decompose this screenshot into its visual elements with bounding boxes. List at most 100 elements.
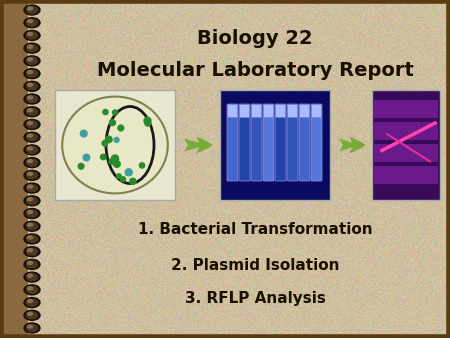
FancyBboxPatch shape	[374, 100, 438, 118]
Ellipse shape	[27, 223, 37, 230]
Circle shape	[130, 178, 136, 185]
Ellipse shape	[27, 211, 32, 214]
Ellipse shape	[24, 247, 40, 257]
FancyBboxPatch shape	[227, 104, 238, 181]
Circle shape	[100, 154, 106, 160]
Ellipse shape	[27, 96, 32, 99]
Ellipse shape	[24, 323, 40, 333]
FancyBboxPatch shape	[287, 104, 298, 181]
Ellipse shape	[27, 20, 32, 23]
Ellipse shape	[27, 248, 37, 255]
Circle shape	[109, 159, 115, 165]
Ellipse shape	[27, 134, 32, 137]
FancyBboxPatch shape	[55, 90, 175, 200]
FancyBboxPatch shape	[300, 104, 310, 118]
Ellipse shape	[24, 221, 40, 231]
Ellipse shape	[27, 146, 37, 153]
Ellipse shape	[24, 107, 40, 117]
Ellipse shape	[27, 121, 32, 124]
Ellipse shape	[27, 261, 37, 268]
Text: 2. Plasmid Isolation: 2. Plasmid Isolation	[171, 258, 339, 272]
Ellipse shape	[24, 81, 40, 91]
Ellipse shape	[27, 274, 37, 281]
Ellipse shape	[24, 5, 40, 15]
Circle shape	[81, 130, 87, 137]
Ellipse shape	[27, 108, 37, 115]
Ellipse shape	[24, 297, 40, 308]
FancyBboxPatch shape	[311, 104, 321, 118]
Ellipse shape	[24, 132, 40, 142]
Ellipse shape	[24, 158, 40, 168]
Circle shape	[103, 110, 108, 115]
FancyBboxPatch shape	[239, 104, 249, 118]
FancyBboxPatch shape	[299, 104, 310, 181]
Ellipse shape	[27, 299, 37, 306]
Ellipse shape	[24, 259, 40, 269]
Ellipse shape	[27, 172, 37, 179]
Circle shape	[83, 154, 90, 161]
Ellipse shape	[62, 97, 168, 193]
Ellipse shape	[27, 172, 32, 175]
FancyBboxPatch shape	[374, 122, 438, 140]
Ellipse shape	[27, 312, 32, 315]
Circle shape	[114, 137, 119, 142]
Ellipse shape	[27, 261, 32, 264]
Ellipse shape	[27, 71, 32, 74]
Ellipse shape	[27, 249, 32, 252]
Ellipse shape	[24, 119, 40, 129]
Ellipse shape	[27, 121, 37, 128]
FancyBboxPatch shape	[288, 104, 297, 118]
Ellipse shape	[27, 109, 32, 112]
Circle shape	[102, 141, 108, 146]
Text: Biology 22: Biology 22	[197, 28, 313, 48]
Circle shape	[144, 117, 151, 124]
Ellipse shape	[24, 183, 40, 193]
Ellipse shape	[27, 312, 37, 319]
Ellipse shape	[27, 197, 37, 204]
Ellipse shape	[27, 223, 32, 226]
FancyBboxPatch shape	[275, 104, 285, 118]
Circle shape	[109, 120, 115, 125]
Ellipse shape	[27, 147, 32, 150]
Ellipse shape	[24, 170, 40, 180]
Circle shape	[113, 161, 120, 167]
Ellipse shape	[27, 274, 32, 277]
Ellipse shape	[24, 272, 40, 282]
Ellipse shape	[27, 325, 32, 328]
Circle shape	[117, 174, 121, 178]
Ellipse shape	[24, 310, 40, 320]
Ellipse shape	[27, 96, 37, 102]
Ellipse shape	[27, 286, 37, 293]
Ellipse shape	[27, 236, 37, 242]
Ellipse shape	[24, 234, 40, 244]
Circle shape	[118, 125, 124, 131]
Ellipse shape	[24, 196, 40, 206]
Circle shape	[105, 136, 112, 143]
Ellipse shape	[27, 58, 32, 61]
FancyBboxPatch shape	[374, 144, 438, 162]
Ellipse shape	[27, 198, 32, 201]
Ellipse shape	[24, 56, 40, 66]
Ellipse shape	[27, 185, 32, 188]
Ellipse shape	[27, 185, 37, 192]
FancyBboxPatch shape	[228, 104, 238, 118]
FancyBboxPatch shape	[263, 104, 274, 181]
Ellipse shape	[24, 18, 40, 28]
Circle shape	[112, 155, 119, 162]
Ellipse shape	[27, 32, 32, 35]
Circle shape	[125, 169, 132, 176]
Text: Molecular Laboratory Report: Molecular Laboratory Report	[97, 61, 414, 79]
Ellipse shape	[27, 45, 32, 48]
FancyBboxPatch shape	[264, 104, 274, 118]
Ellipse shape	[27, 159, 37, 166]
Ellipse shape	[24, 43, 40, 53]
Ellipse shape	[27, 83, 32, 86]
Ellipse shape	[24, 145, 40, 155]
Ellipse shape	[27, 70, 37, 77]
Ellipse shape	[24, 285, 40, 295]
FancyBboxPatch shape	[252, 104, 261, 118]
FancyBboxPatch shape	[374, 166, 438, 184]
Ellipse shape	[27, 6, 37, 14]
Circle shape	[78, 163, 84, 169]
FancyBboxPatch shape	[239, 104, 250, 181]
